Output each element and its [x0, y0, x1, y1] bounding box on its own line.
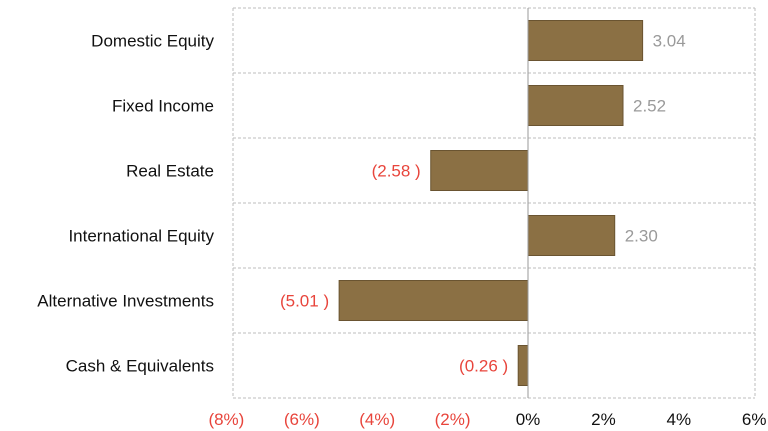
bar [528, 21, 643, 61]
bar [528, 216, 615, 256]
x-tick-label: 4% [667, 410, 692, 429]
category-label: Alternative Investments [37, 292, 214, 311]
x-tick-label: 0% [516, 410, 541, 429]
data-label: 2.30 [625, 227, 658, 246]
data-label: (0.26 ) [459, 357, 508, 376]
category-label: Cash & Equivalents [66, 357, 214, 376]
data-label: (2.58 ) [372, 162, 421, 181]
x-tick-label: (2%) [435, 410, 471, 429]
bar [431, 151, 528, 191]
bar [518, 346, 528, 386]
bar [339, 281, 528, 321]
x-tick-label: (4%) [359, 410, 395, 429]
data-label: 2.52 [633, 97, 666, 116]
x-tick-label: 6% [742, 410, 767, 429]
category-label: Real Estate [126, 162, 214, 181]
x-tick-label: (6%) [284, 410, 320, 429]
x-tick-label: (8%) [208, 410, 244, 429]
data-label: 3.04 [653, 32, 686, 51]
grid-layer [233, 8, 755, 398]
category-label: Domestic Equity [91, 32, 214, 51]
category-label: International Equity [68, 227, 214, 246]
data-label: (5.01 ) [280, 292, 329, 311]
category-label: Fixed Income [112, 97, 214, 116]
x-tick-label: 2% [591, 410, 616, 429]
bar [528, 86, 623, 126]
